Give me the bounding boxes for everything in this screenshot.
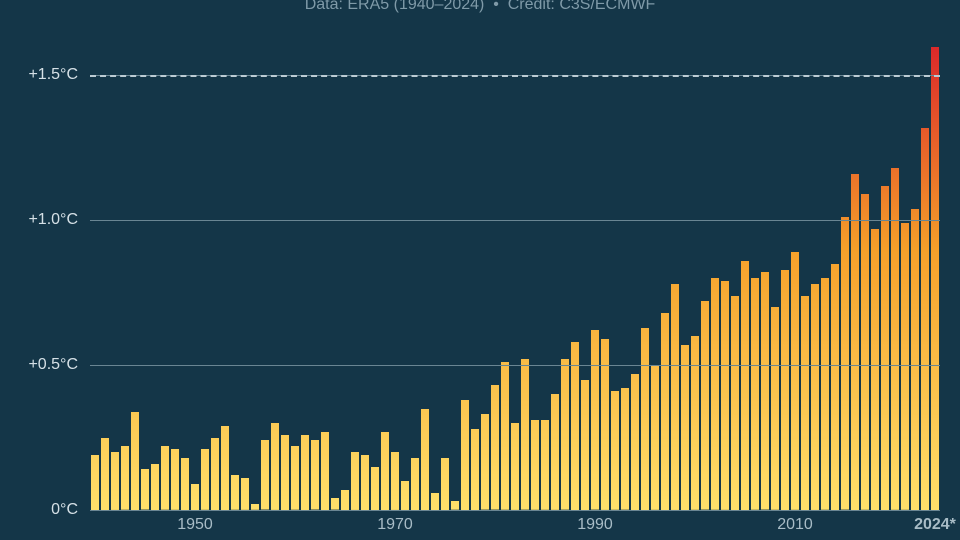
bar	[781, 270, 789, 510]
bar	[931, 47, 939, 511]
bar	[371, 467, 379, 510]
bar	[351, 452, 359, 510]
bar	[851, 174, 859, 510]
bar	[441, 458, 449, 510]
bar	[761, 272, 769, 510]
bar	[861, 194, 869, 510]
bar	[841, 217, 849, 510]
bar	[881, 186, 889, 510]
plot-area	[90, 32, 940, 510]
bar	[411, 458, 419, 510]
bar	[611, 391, 619, 510]
x-axis-label: 1970	[377, 516, 413, 534]
bar	[421, 409, 429, 510]
bar	[751, 278, 759, 510]
bar	[661, 313, 669, 510]
reference-line-1p5c	[90, 75, 940, 77]
bar	[541, 420, 549, 510]
bar	[691, 336, 699, 510]
bar	[651, 365, 659, 510]
bar	[711, 278, 719, 510]
bar	[631, 374, 639, 510]
bar	[701, 301, 709, 510]
y-axis-label: +0.5°C	[0, 356, 78, 374]
bar	[281, 435, 289, 510]
bar	[531, 420, 539, 510]
bar	[121, 446, 129, 510]
bar	[501, 362, 509, 510]
bar	[161, 446, 169, 510]
bar	[191, 484, 199, 510]
chart-subtitle: Data: ERA5 (1940–2024) • Credit: C3S/ECM…	[0, 0, 960, 14]
y-axis-label: +1.5°C	[0, 66, 78, 84]
bar	[341, 490, 349, 510]
bar	[821, 278, 829, 510]
bar	[641, 328, 649, 511]
bar	[571, 342, 579, 510]
bar	[621, 388, 629, 510]
y-axis-label: 0°C	[0, 501, 78, 519]
bar	[591, 330, 599, 510]
bar	[471, 429, 479, 510]
bar	[401, 481, 409, 510]
bar	[261, 440, 269, 510]
bar	[511, 423, 519, 510]
bar	[291, 446, 299, 510]
bar	[141, 469, 149, 510]
bar	[721, 281, 729, 510]
bar	[301, 435, 309, 510]
gridline	[90, 220, 940, 221]
bar	[221, 426, 229, 510]
x-axis-label: 1950	[177, 516, 213, 534]
bar	[521, 359, 529, 510]
bar	[101, 438, 109, 510]
bar	[451, 501, 459, 510]
bar	[151, 464, 159, 510]
x-axis-label: 1990	[577, 516, 613, 534]
bar	[171, 449, 179, 510]
bar	[921, 128, 929, 510]
bar	[211, 438, 219, 510]
bar	[871, 229, 879, 510]
gridline	[90, 510, 940, 511]
bar	[131, 412, 139, 510]
x-axis-label: 2010	[777, 516, 813, 534]
x-axis-label: 2024*	[914, 516, 956, 534]
bar	[731, 296, 739, 510]
bar	[231, 475, 239, 510]
y-axis-label: +1.0°C	[0, 211, 78, 229]
bars-layer	[90, 32, 940, 510]
bar	[361, 455, 369, 510]
bar	[91, 455, 99, 510]
bar	[771, 307, 779, 510]
bar	[551, 394, 559, 510]
bar	[321, 432, 329, 510]
bar	[311, 440, 319, 510]
bar	[811, 284, 819, 510]
bar	[911, 209, 919, 510]
bar	[331, 498, 339, 510]
bar	[741, 261, 749, 510]
bar	[671, 284, 679, 510]
bar	[681, 345, 689, 510]
bar	[431, 493, 439, 510]
bar	[581, 380, 589, 510]
bar	[111, 452, 119, 510]
bar	[801, 296, 809, 510]
bar	[181, 458, 189, 510]
gridline	[90, 365, 940, 366]
bar	[381, 432, 389, 510]
bar	[241, 478, 249, 510]
bar	[201, 449, 209, 510]
bar	[561, 359, 569, 510]
temperature-anomaly-chart: Data: ERA5 (1940–2024) • Credit: C3S/ECM…	[0, 0, 960, 540]
bar	[391, 452, 399, 510]
bar	[901, 223, 909, 510]
bar	[461, 400, 469, 510]
bar	[491, 385, 499, 510]
bar	[271, 423, 279, 510]
bar	[481, 414, 489, 510]
bar	[831, 264, 839, 510]
bar	[791, 252, 799, 510]
